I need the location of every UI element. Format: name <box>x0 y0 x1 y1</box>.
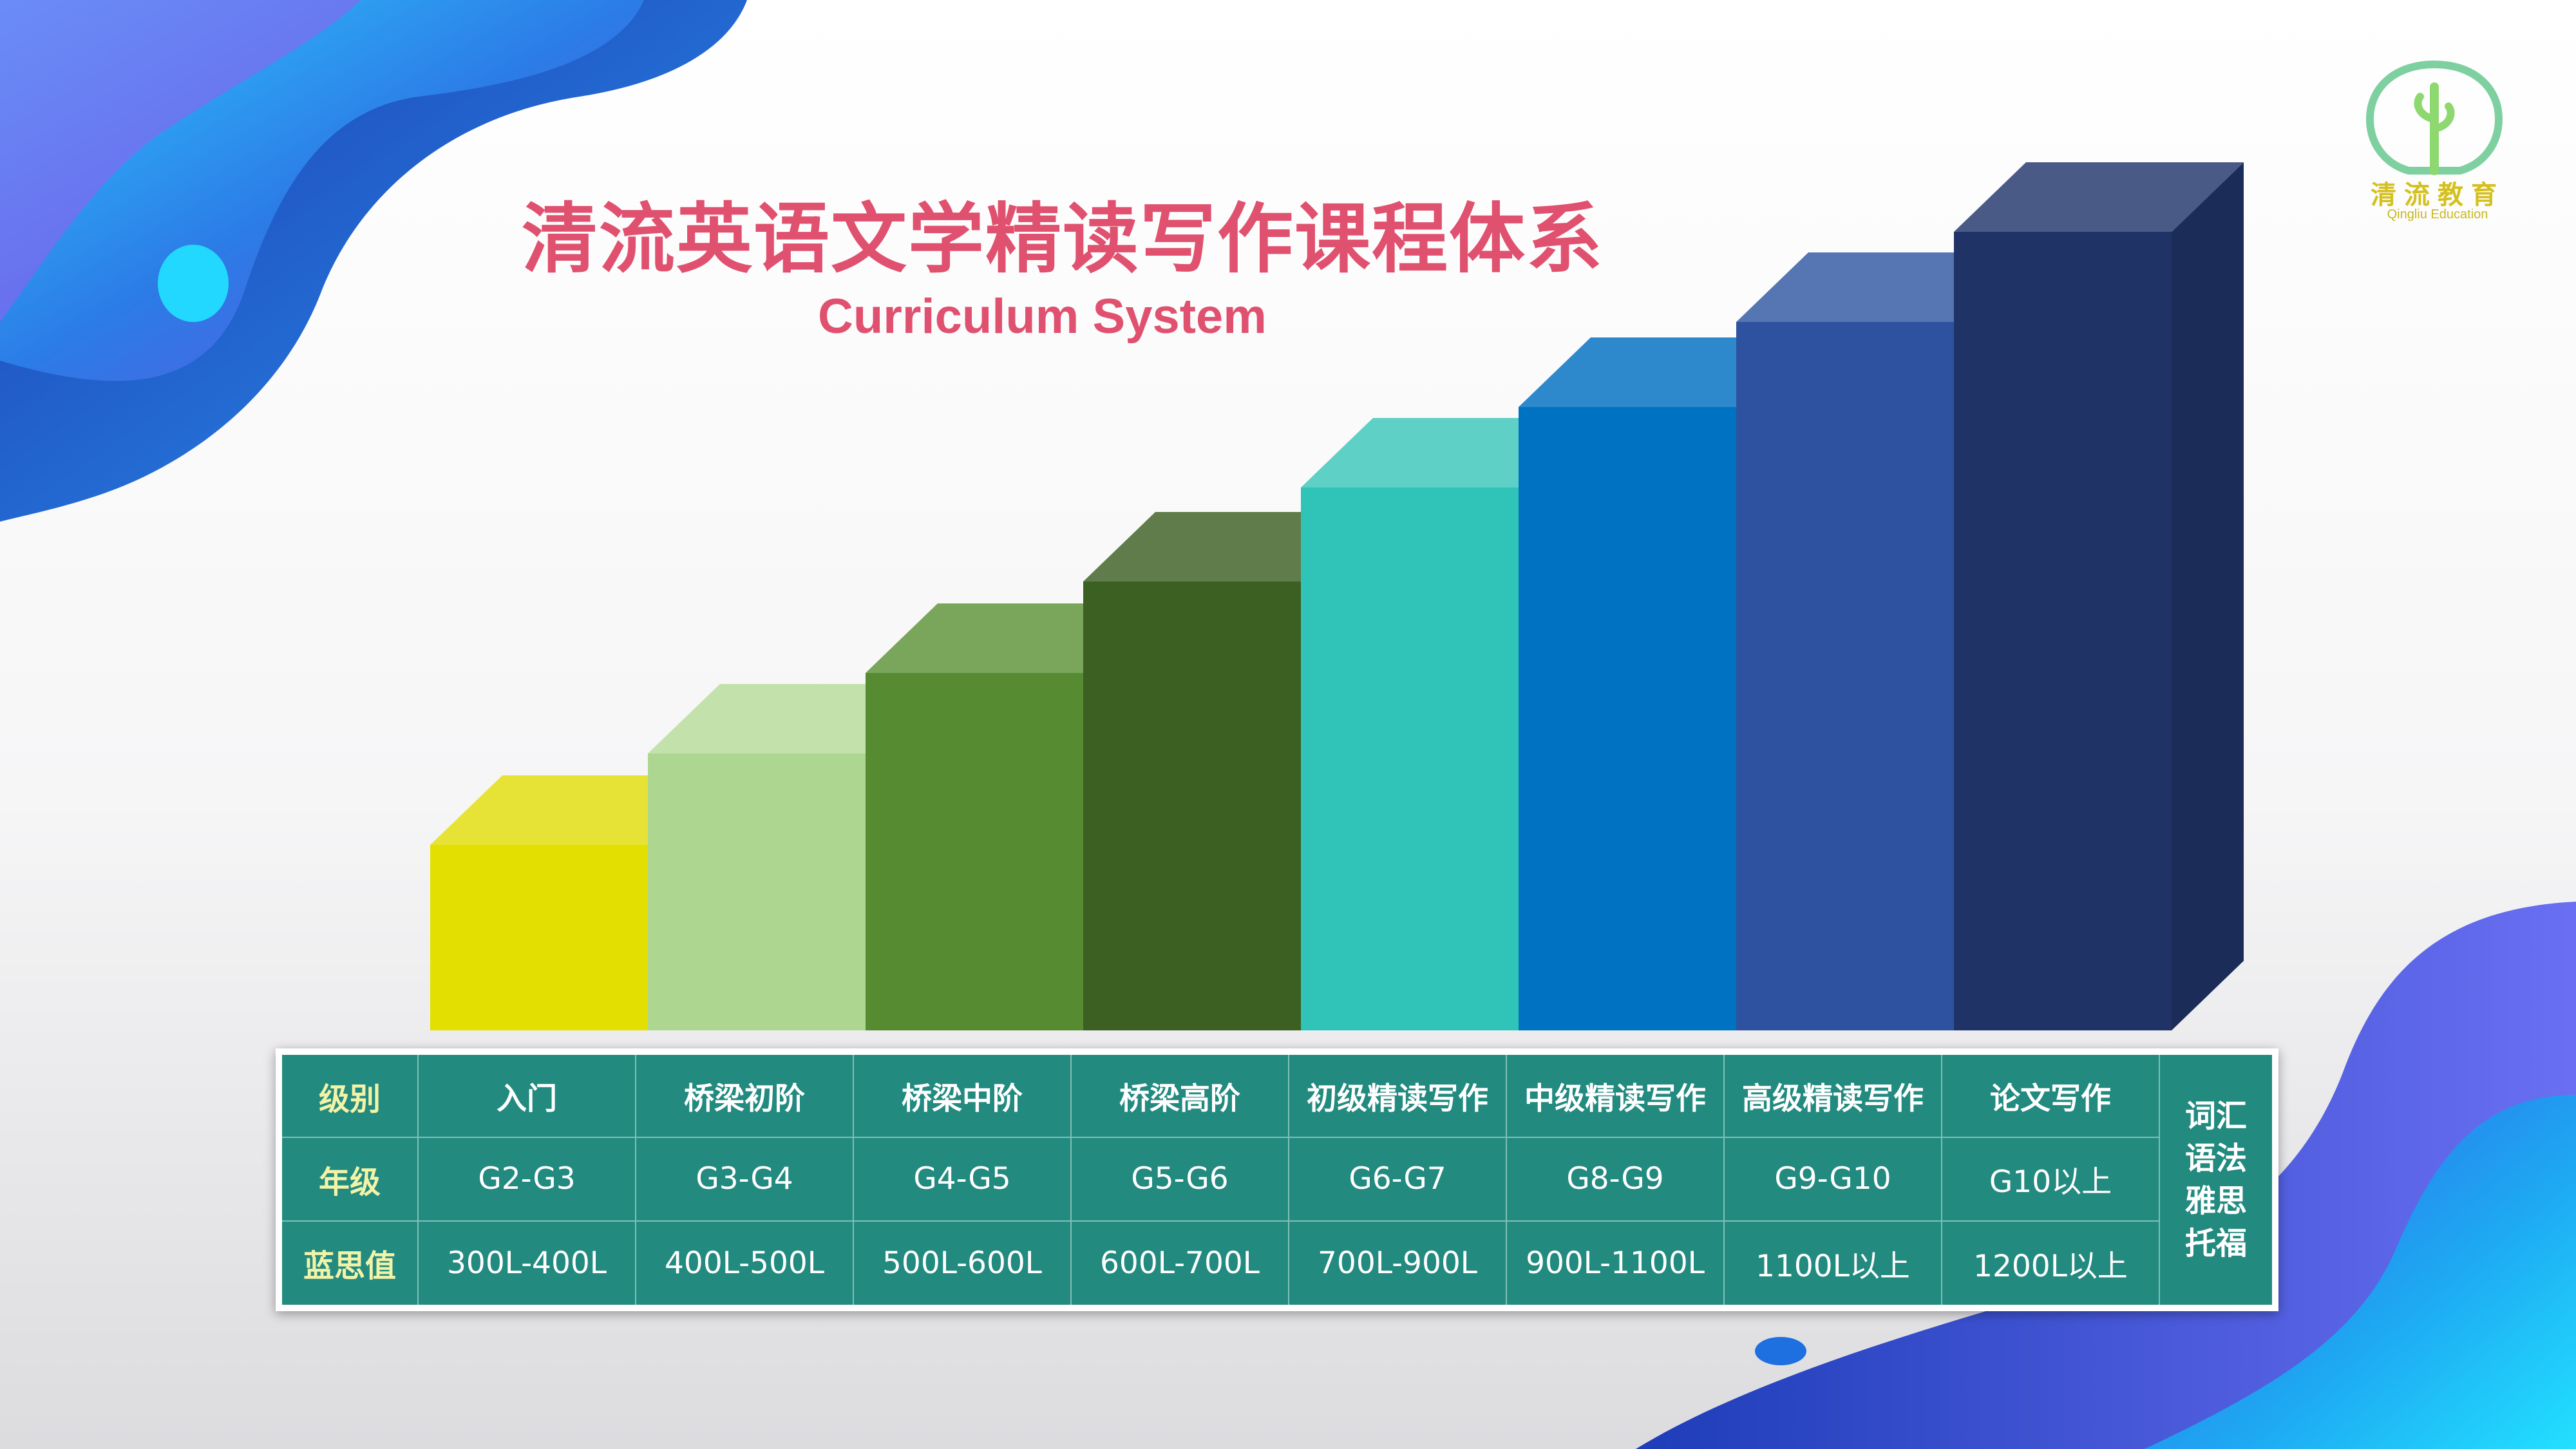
level-lexile: 1100L以上 <box>1725 1221 1942 1305</box>
level-grade: G10以上 <box>1942 1138 2160 1222</box>
level-name: 入门 <box>419 1055 636 1139</box>
level-lexile: 1200L以上 <box>1942 1221 2160 1305</box>
level-name: 高级精读写作 <box>1725 1055 1942 1139</box>
level-lexile: 300L-400L <box>419 1221 636 1305</box>
level-grade: G5-G6 <box>1072 1138 1289 1222</box>
level-grade: G2-G3 <box>419 1138 636 1222</box>
level-lexile: 600L-700L <box>1072 1221 1289 1305</box>
logo <box>2365 60 2503 175</box>
curriculum-grid: 级别 入门 桥梁初阶 桥梁中阶 桥梁高阶 初级精读写作 中级精读写作 高级精读写作 论文写作年级… <box>282 1055 2272 1305</box>
level-grade: G3-G4 <box>636 1138 854 1222</box>
level-lexile: 400L-500L <box>636 1221 854 1305</box>
level-grade: G9-G10 <box>1725 1138 1942 1222</box>
level-name: 论文写作 <box>1942 1055 2160 1139</box>
logo-name-cn: 清流教育 <box>2371 180 2505 210</box>
level-name: 桥梁初阶 <box>636 1055 854 1139</box>
row-label-2: 年级 <box>282 1138 419 1222</box>
side-topic: 词汇 <box>2184 1097 2247 1134</box>
level-lexile: 900L-1100L <box>1507 1221 1725 1305</box>
row-label-3: 蓝思值 <box>282 1221 419 1305</box>
level-grade: G8-G9 <box>1507 1138 1725 1222</box>
level-name: 中级精读写作 <box>1507 1055 1725 1139</box>
curriculum-table: 级别 入门 桥梁初阶 桥梁中阶 桥梁高阶 初级精读写作 中级精读写作 高级精读写作 论文写作年级… <box>276 1048 2278 1311</box>
logo-name-en: Qingliu Education <box>2387 207 2488 222</box>
page-subtitle: Curriculum System <box>818 289 1267 344</box>
level-lexile: 500L-600L <box>854 1221 1072 1305</box>
level-name: 桥梁高阶 <box>1072 1055 1289 1139</box>
level-grade: G6-G7 <box>1289 1138 1507 1222</box>
side-topic: 雅思 <box>2184 1182 2247 1219</box>
row-label-1: 级别 <box>282 1055 419 1139</box>
level-lexile: 700L-900L <box>1289 1221 1507 1305</box>
side-topic: 托福 <box>2184 1225 2247 1262</box>
level-name: 桥梁中阶 <box>854 1055 1072 1139</box>
bar-8 <box>1954 162 2244 1030</box>
tree-sprout-icon <box>2365 60 2503 175</box>
level-grade: G4-G5 <box>854 1138 1072 1222</box>
level-name: 初级精读写作 <box>1289 1055 1507 1139</box>
page-title: 清流英语文学精读写作课程体系 <box>522 194 1604 283</box>
side-topics: 词汇 语法 雅思 托福 <box>2160 1055 2272 1305</box>
side-topic: 语法 <box>2184 1140 2247 1177</box>
